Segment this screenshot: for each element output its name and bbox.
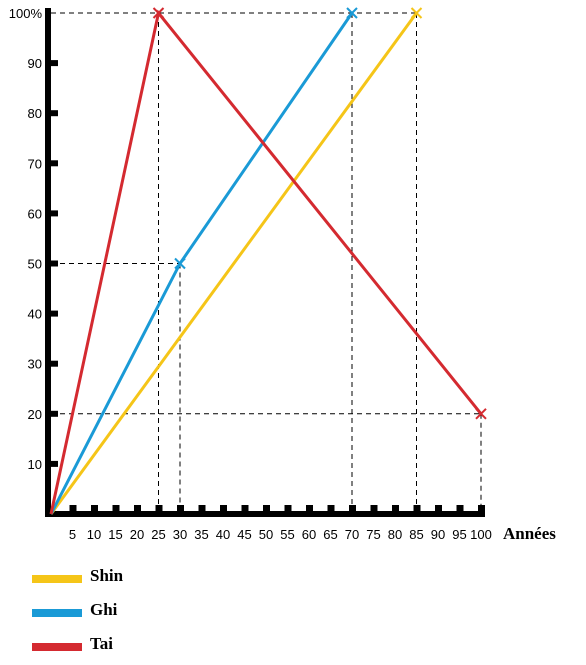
x-tick-label-40: 40 xyxy=(216,527,230,542)
x-tick-75 xyxy=(370,505,378,512)
x-tick-label-60: 60 xyxy=(302,527,316,542)
x-tick-35 xyxy=(198,505,206,512)
x-tick-label-95: 95 xyxy=(452,527,466,542)
point-markers xyxy=(152,7,487,420)
x-tick-label-15: 15 xyxy=(108,527,122,542)
y-tick-label-50: 50 xyxy=(28,257,42,272)
x-tick-55 xyxy=(284,505,292,512)
legend-item-shin: Shin xyxy=(32,566,172,586)
x-axis-label: Années xyxy=(503,524,556,543)
legend-swatch-tai xyxy=(32,643,82,651)
x-tick-label-80: 80 xyxy=(388,527,402,542)
legend-label-ghi: Ghi xyxy=(90,600,118,619)
x-tick-65 xyxy=(327,505,335,512)
y-tick-60 xyxy=(51,210,58,217)
y-tick-label-70: 70 xyxy=(28,156,42,171)
legend-label-shin: Shin xyxy=(90,566,124,585)
x-tick-20 xyxy=(134,505,141,512)
ticks xyxy=(51,60,485,512)
x-tick-label-75: 75 xyxy=(366,527,380,542)
x-tick-70 xyxy=(349,505,356,512)
x-tick-label-85: 85 xyxy=(409,527,423,542)
y-tick-label-30: 30 xyxy=(28,357,42,372)
x-tick-90 xyxy=(435,505,442,512)
x-tick-95 xyxy=(456,505,464,512)
x-tick-label-55: 55 xyxy=(280,527,294,542)
y-tick-90 xyxy=(51,60,58,67)
x-tick-5 xyxy=(69,505,77,512)
x-tick-50 xyxy=(263,505,270,512)
legend-label-tai: Tai xyxy=(90,634,114,653)
x-tick-label-25: 25 xyxy=(151,527,165,542)
y-tick-20 xyxy=(51,410,58,417)
tick-labels: 10 20 30 40 50 60 70 80 90 100% 5 10 15 20 25 30 35 40 45 5… xyxy=(9,6,492,542)
marker-ghi-30 xyxy=(174,257,186,270)
marker-ghi-70 xyxy=(346,7,358,19)
x-tick-label-35: 35 xyxy=(194,527,208,542)
x-tick-80 xyxy=(392,505,399,512)
x-tick-25 xyxy=(155,505,163,512)
y-tick-label-90: 90 xyxy=(28,56,42,71)
y-tick-40 xyxy=(51,310,58,317)
x-tick-30 xyxy=(177,505,184,512)
dashed-guides xyxy=(51,12,482,514)
y-tick-label-40: 40 xyxy=(28,307,42,322)
marker-tai-25 xyxy=(152,7,165,19)
y-tick-80 xyxy=(51,110,58,117)
x-tick-45 xyxy=(241,505,249,512)
axes xyxy=(45,8,485,517)
x-tick-85 xyxy=(413,505,421,512)
x-tick-10 xyxy=(91,505,98,512)
legend-item-ghi: Ghi xyxy=(32,600,172,620)
x-tick-60 xyxy=(306,505,313,512)
y-tick-label-100: 100% xyxy=(9,6,43,21)
x-tick-label-90: 90 xyxy=(431,527,445,542)
x-tick-label-50: 50 xyxy=(259,527,273,542)
y-tick-label-80: 80 xyxy=(28,106,42,121)
y-tick-label-20: 20 xyxy=(28,407,42,422)
y-tick-10 xyxy=(51,460,58,467)
x-tick-label-100: 100 xyxy=(470,527,492,542)
series-line-shin xyxy=(49,12,418,515)
x-tick-40 xyxy=(220,505,227,512)
legend-item-tai: Tai xyxy=(32,634,172,654)
y-tick-label-60: 60 xyxy=(28,206,42,221)
y-tick-50 xyxy=(51,260,58,267)
x-tick-label-20: 20 xyxy=(130,527,144,542)
x-tick-label-70: 70 xyxy=(345,527,359,542)
x-tick-label-65: 65 xyxy=(323,527,337,542)
x-tick-100 xyxy=(478,505,485,512)
x-tick-label-10: 10 xyxy=(87,527,101,542)
y-tick-30 xyxy=(51,360,58,367)
x-tick-label-5: 5 xyxy=(69,527,76,542)
marker-shin-85 xyxy=(410,7,423,19)
marker-tai-100 xyxy=(475,408,487,420)
legend-swatch-ghi xyxy=(32,609,82,617)
x-tick-label-45: 45 xyxy=(237,527,251,542)
x-tick-15 xyxy=(112,505,120,512)
y-tick-70 xyxy=(51,160,58,167)
y-tick-label-10: 10 xyxy=(28,457,42,472)
x-tick-label-30: 30 xyxy=(173,527,187,542)
legend-swatch-shin xyxy=(32,575,82,583)
